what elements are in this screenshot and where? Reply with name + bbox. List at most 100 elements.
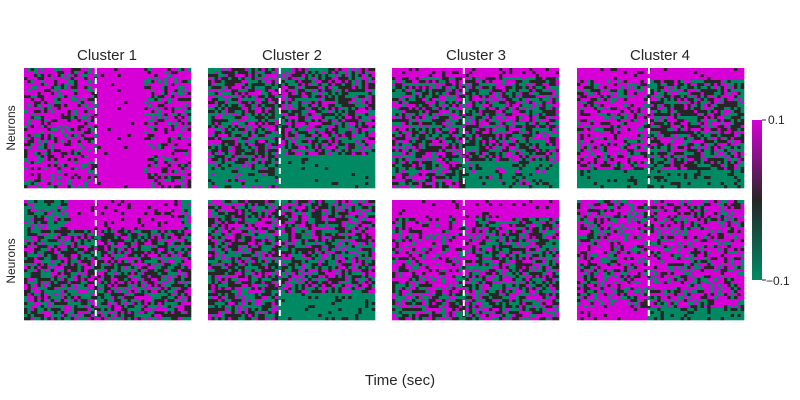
heatmap-cell <box>87 152 91 155</box>
heatmap-cell <box>111 119 115 122</box>
heatmap-cell <box>27 71 31 74</box>
heatmap-cell <box>308 83 312 86</box>
heatmap-cell <box>255 125 259 128</box>
heatmap-cell <box>445 74 449 77</box>
heatmap-cell <box>151 98 155 101</box>
heatmap-cell <box>218 143 222 146</box>
heatmap-cell <box>108 131 112 134</box>
heatmap-cell <box>292 86 296 89</box>
heatmap-cell <box>472 116 476 119</box>
heatmap-cell <box>168 110 172 113</box>
heatmap-cell <box>168 173 172 176</box>
heatmap-cell <box>238 122 242 125</box>
heatmap-cell <box>128 140 132 143</box>
heatmap-cell <box>325 68 329 71</box>
heatmap-cell <box>338 152 342 155</box>
heatmap-cell <box>312 158 316 161</box>
heatmap-cell <box>24 122 28 125</box>
heatmap-cell <box>208 113 212 116</box>
heatmap-cell <box>482 95 486 98</box>
heatmap-cell <box>171 158 175 161</box>
heatmap-cell <box>298 92 302 95</box>
heatmap-cell <box>415 77 419 80</box>
heatmap-cell <box>37 104 41 107</box>
heatmap-cell <box>141 107 145 110</box>
heatmap-cell <box>512 110 516 113</box>
heatmap-cell <box>77 68 81 71</box>
heatmap-cell <box>271 83 275 86</box>
heatmap-cell <box>211 167 215 170</box>
heatmap-cell <box>245 77 249 80</box>
heatmap-cell <box>74 164 78 167</box>
heatmap-cell <box>281 122 285 125</box>
heatmap-cell <box>318 131 322 134</box>
heatmap-cell <box>215 185 219 188</box>
heatmap-cell <box>362 128 366 131</box>
heatmap-cell <box>111 131 115 134</box>
heatmap-cell <box>348 98 352 101</box>
heatmap-cell <box>77 164 81 167</box>
heatmap-cell <box>332 128 336 131</box>
heatmap-cell <box>64 140 68 143</box>
heatmap-cell <box>131 83 135 86</box>
heatmap-cell <box>322 182 326 185</box>
heatmap-cell <box>144 155 148 158</box>
heatmap-cell <box>238 113 242 116</box>
heatmap-cell <box>476 113 480 116</box>
heatmap-cell <box>44 167 48 170</box>
heatmap-cell <box>445 71 449 74</box>
heatmap-cell <box>549 77 553 80</box>
heatmap-cell <box>34 185 38 188</box>
heatmap-cell <box>61 116 65 119</box>
heatmap-cell <box>338 128 342 131</box>
heatmap-cell <box>238 74 242 77</box>
heatmap-cell <box>77 173 81 176</box>
heatmap-cell <box>365 92 369 95</box>
heatmap-cell <box>261 128 265 131</box>
heatmap-cell <box>64 152 68 155</box>
heatmap-cell <box>251 71 255 74</box>
heatmap-cell <box>31 104 35 107</box>
heatmap-cell <box>552 110 556 113</box>
heatmap-cell <box>67 131 71 134</box>
heatmap-cell <box>439 107 443 110</box>
heatmap-cell <box>144 170 148 173</box>
heatmap-cell <box>37 122 41 125</box>
heatmap-cell <box>275 179 279 182</box>
heatmap-cell <box>312 86 316 89</box>
heatmap-cell <box>144 152 148 155</box>
heatmap-cell <box>469 80 473 83</box>
heatmap-cell <box>67 140 71 143</box>
heatmap-cell <box>34 95 38 98</box>
heatmap-cell <box>141 146 145 149</box>
heatmap-cell <box>355 68 359 71</box>
heatmap-cell <box>164 158 168 161</box>
heatmap-cell <box>37 149 41 152</box>
heatmap-cell <box>352 128 356 131</box>
heatmap-cell <box>492 68 496 71</box>
heatmap-cell <box>315 146 319 149</box>
heatmap-cell <box>308 173 312 176</box>
heatmap-cell <box>114 176 118 179</box>
heatmap-cell <box>539 95 543 98</box>
heatmap-cell <box>184 143 188 146</box>
heatmap-cell <box>158 113 162 116</box>
heatmap-cell <box>271 71 275 74</box>
heatmap-cell <box>148 179 152 182</box>
heatmap-cell <box>315 113 319 116</box>
heatmap-cell <box>539 80 543 83</box>
heatmap-cell <box>148 122 152 125</box>
heatmap-cell <box>141 155 145 158</box>
heatmap-cell <box>104 143 108 146</box>
heatmap-cell <box>131 152 135 155</box>
heatmap-cell <box>174 170 178 173</box>
heatmap-cell <box>91 167 95 170</box>
heatmap-cell <box>288 95 292 98</box>
heatmap-cell <box>84 92 88 95</box>
heatmap-cell <box>419 80 423 83</box>
heatmap-cell <box>57 185 61 188</box>
heatmap-cell <box>281 89 285 92</box>
heatmap-cell <box>121 185 125 188</box>
heatmap-cell <box>74 92 78 95</box>
heatmap-cell <box>121 149 125 152</box>
